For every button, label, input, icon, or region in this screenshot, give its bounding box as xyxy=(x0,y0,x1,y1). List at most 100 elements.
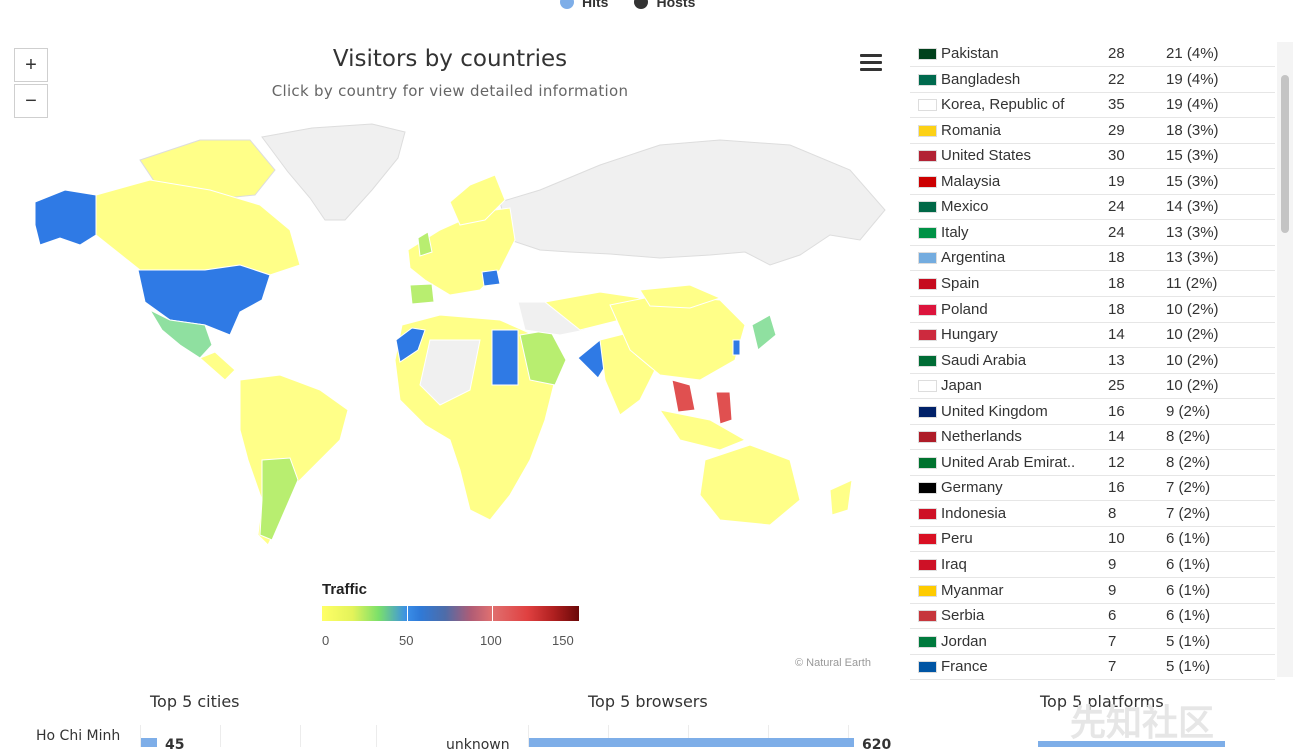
country-hits: 8 xyxy=(1108,504,1117,522)
country-hosts: 13 (3%) xyxy=(1166,249,1219,267)
menu-icon[interactable] xyxy=(860,54,882,72)
map-subtitle: Click by country for view detailed infor… xyxy=(271,82,629,100)
flag-icon xyxy=(918,610,937,623)
table-row[interactable]: Netherlands 14 8 (2%) xyxy=(910,424,1275,451)
country-new-zealand xyxy=(829,479,853,516)
country-hits: 22 xyxy=(1108,70,1125,88)
flag-icon xyxy=(918,124,937,137)
flag-icon xyxy=(918,150,937,163)
table-row[interactable]: Spain 18 11 (2%) xyxy=(910,271,1275,297)
legend-hosts-label: Hosts xyxy=(656,0,696,10)
world-map[interactable] xyxy=(0,40,900,580)
table-row[interactable]: Saudi Arabia 13 10 (2%) xyxy=(910,348,1275,374)
browser-label: unknown xyxy=(446,737,510,753)
country-hits: 9 xyxy=(1108,556,1117,573)
country-name: Saudi Arabia xyxy=(941,351,1027,369)
flag-icon xyxy=(918,303,937,316)
country-hits: 6 xyxy=(1108,607,1117,625)
table-row[interactable]: Japan 25 10 (2%) xyxy=(910,373,1275,400)
country-hosts: 11 (2%) xyxy=(1166,274,1218,292)
hits-dot-icon xyxy=(560,0,574,9)
legend-hosts[interactable]: Hosts xyxy=(634,0,695,12)
country-hosts: 7 (2%) xyxy=(1166,479,1211,497)
country-hosts: 10 (2%) xyxy=(1166,377,1219,395)
table-row[interactable]: Mexico 24 14 (3%) xyxy=(910,194,1275,221)
country-hits: 25 xyxy=(1108,377,1125,395)
country-canada xyxy=(95,179,301,276)
country-greenland xyxy=(261,123,406,221)
country-hosts: 14 (3%) xyxy=(1166,198,1219,216)
country-name: Germany xyxy=(941,479,1003,497)
table-row[interactable]: Malaysia 19 15 (3%) xyxy=(910,169,1275,195)
zoom-out-button[interactable]: − xyxy=(14,84,48,118)
country-russia xyxy=(499,139,886,266)
browser-bar[interactable] xyxy=(529,738,854,747)
flag-icon xyxy=(918,584,937,597)
flag-icon xyxy=(918,354,937,367)
table-row[interactable]: Poland 18 10 (2%) xyxy=(910,297,1275,323)
country-hosts: 7 (2%) xyxy=(1166,504,1211,522)
table-row[interactable]: United Kingdom 16 9 (2%) xyxy=(910,399,1275,425)
traffic-label-50: 50 xyxy=(399,633,414,648)
platform-bar[interactable] xyxy=(1038,741,1225,747)
country-mexico xyxy=(148,308,213,359)
country-uk xyxy=(417,231,433,257)
table-row[interactable]: United Arab Emirat.. 12 8 (2%) xyxy=(910,450,1275,476)
table-row[interactable]: Korea, Republic of 35 19 (4%) xyxy=(910,92,1275,119)
country-usa xyxy=(137,264,271,336)
top-legend: Hits Hosts xyxy=(560,0,695,12)
country-hosts: 5 (1%) xyxy=(1166,632,1211,650)
country-australia xyxy=(699,444,801,526)
country-romania xyxy=(481,269,501,287)
country-mongolia xyxy=(639,284,722,309)
country-hits: 7 xyxy=(1108,632,1117,650)
country-hits: 16 xyxy=(1108,479,1125,497)
zoom-in-button[interactable]: + xyxy=(14,48,48,82)
table-row[interactable]: Germany 16 7 (2%) xyxy=(910,475,1275,502)
table-row[interactable]: France 7 5 (1%) xyxy=(910,654,1275,680)
country-philippines xyxy=(715,391,733,425)
country-hits: 24 xyxy=(1108,223,1125,241)
table-row[interactable]: Iraq 9 6 (1%) xyxy=(910,552,1275,578)
table-row[interactable]: Bangladesh 22 19 (4%) xyxy=(910,67,1275,93)
table-row[interactable]: Serbia 6 6 (1%) xyxy=(910,603,1275,630)
table-row[interactable]: Italy 24 13 (3%) xyxy=(910,220,1275,246)
country-name: Mexico xyxy=(941,198,989,216)
traffic-gradient-bar xyxy=(322,606,579,621)
country-name: Peru xyxy=(941,530,973,548)
country-hosts: 15 (3%) xyxy=(1166,147,1219,165)
country-africa-gray xyxy=(419,339,481,406)
table-row[interactable]: United States 30 15 (3%) xyxy=(910,143,1275,170)
country-egypt xyxy=(491,329,519,386)
flag-icon xyxy=(918,226,937,239)
table-row[interactable]: Peru 10 6 (1%) xyxy=(910,526,1275,553)
country-hosts: 6 (1%) xyxy=(1166,607,1211,625)
table-scrollbar-thumb[interactable] xyxy=(1281,75,1289,233)
country-morocco xyxy=(395,327,426,363)
flag-icon xyxy=(918,201,937,214)
traffic-tick xyxy=(407,606,408,621)
country-central-america xyxy=(199,351,236,381)
legend-hits[interactable]: Hits xyxy=(560,0,608,12)
table-row[interactable]: Jordan 7 5 (1%) xyxy=(910,629,1275,655)
country-name: Argentina xyxy=(941,249,1006,267)
country-name: Spain xyxy=(941,274,980,292)
flag-icon xyxy=(918,252,937,265)
country-name: Poland xyxy=(941,300,988,318)
table-row[interactable]: Argentina 18 13 (3%) xyxy=(910,245,1275,272)
country-scandinavia xyxy=(449,174,506,226)
table-row[interactable]: Pakistan 28 21 (4%) xyxy=(910,41,1275,67)
flag-icon xyxy=(918,405,937,418)
country-hits: 18 xyxy=(1108,300,1125,318)
flag-icon xyxy=(918,559,937,571)
flag-icon xyxy=(918,175,937,188)
country-hits: 18 xyxy=(1108,249,1125,267)
city-bar[interactable] xyxy=(141,738,157,747)
traffic-label-150: 150 xyxy=(552,633,574,648)
table-row[interactable]: Romania 29 18 (3%) xyxy=(910,118,1275,144)
table-row[interactable]: Hungary 14 10 (2%) xyxy=(910,322,1275,349)
table-row[interactable]: Myanmar 9 6 (1%) xyxy=(910,578,1275,604)
table-row[interactable]: Indonesia 8 7 (2%) xyxy=(910,501,1275,527)
flag-icon xyxy=(918,482,937,495)
country-table: Pakistan 28 21 (4%) Bangladesh 22 19 (4%) Kore… xyxy=(905,40,1277,680)
